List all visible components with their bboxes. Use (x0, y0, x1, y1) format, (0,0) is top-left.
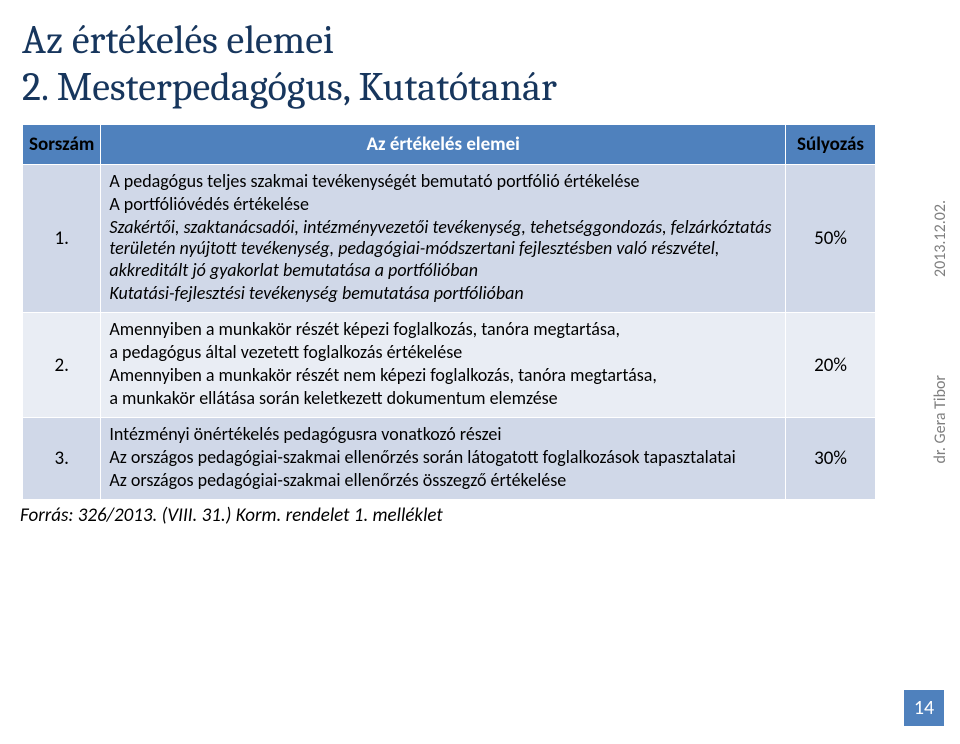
row-number: 2. (23, 313, 101, 418)
row-body-line: Amennyiben a munkakör részét képezi fogl… (109, 319, 777, 341)
row-number: 3. (23, 418, 101, 500)
table-row: 2. Amennyiben a munkakör részét képezi f… (23, 313, 876, 418)
page-number-badge: 14 (904, 690, 944, 726)
row-body-line-italic: Kutatási-fejlesztési tevékenység bemutat… (109, 283, 777, 305)
col-header-weight: Súlyozás (786, 124, 876, 164)
source-citation: Forrás: 326/2013. (VIII. 31.) Korm. rend… (20, 504, 876, 527)
row-weight: 20% (786, 313, 876, 418)
row-number: 1. (23, 164, 101, 313)
row-body-line: Amennyiben a munkakör részét nem képezi … (109, 365, 777, 387)
row-body: Intézményi önértékelés pedagógusra vonat… (101, 418, 786, 500)
slide: Az értékelés elemei 2. Mesterpedagógus, … (0, 0, 960, 744)
row-body-line-italic: Szakértői, szaktanácsadói, intézményveze… (109, 217, 777, 283)
row-body-line: a pedagógus által vezetett foglalkozás é… (109, 342, 777, 364)
table-row: 1. A pedagógus teljes szakmai tevékenysé… (23, 164, 876, 313)
evaluation-table: Sorszám Az értékelés elemei Súlyozás 1. … (22, 124, 876, 500)
row-body-line: a munkakör ellátása során keletkezett do… (109, 388, 777, 410)
row-body-line: A pedagógus teljes szakmai tevékenységét… (109, 171, 777, 193)
row-body: A pedagógus teljes szakmai tevékenységét… (101, 164, 786, 313)
row-body-line: Intézményi önértékelés pedagógusra vonat… (109, 424, 777, 446)
evaluation-table-wrap: Sorszám Az értékelés elemei Súlyozás 1. … (22, 124, 876, 527)
title-line-1: Az értékelés elemei (22, 18, 932, 63)
row-body: Amennyiben a munkakör részét képezi fogl… (101, 313, 786, 418)
slide-title: Az értékelés elemei 2. Mesterpedagógus, … (22, 18, 932, 110)
row-body-line: Az országos pedagógiai-szakmai ellenőrzé… (109, 470, 777, 492)
title-line-2: 2. Mesterpedagógus, Kutatótanár (22, 65, 932, 110)
page-number: 14 (914, 696, 934, 720)
side-date-label: 2013.12.02. (931, 200, 950, 277)
table-header-row: Sorszám Az értékelés elemei Súlyozás (23, 124, 876, 164)
row-weight: 30% (786, 418, 876, 500)
row-body-line: A portfólióvédés értékelése (109, 194, 777, 216)
side-author-label: dr. Gera Tibor (931, 375, 950, 464)
row-body-line: Az országos pedagógiai-szakmai ellenőrzé… (109, 447, 777, 469)
row-weight: 50% (786, 164, 876, 313)
table-row: 3. Intézményi önértékelés pedagógusra vo… (23, 418, 876, 500)
col-header-num: Sorszám (23, 124, 101, 164)
col-header-body: Az értékelés elemei (101, 124, 786, 164)
